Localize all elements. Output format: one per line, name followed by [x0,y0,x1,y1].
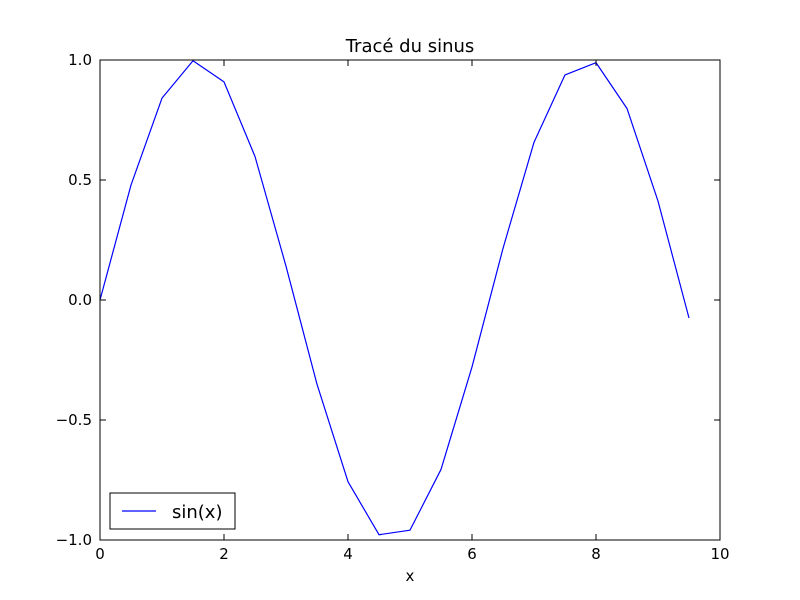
x-tick-label: 8 [591,545,601,563]
legend: sin(x) [109,492,236,530]
ticks-layer: 0 2 4 6 8 10 1.0 0.5 0.0 −0.5 −1.0 [56,51,730,563]
legend-label-sin: sin(x) [172,502,222,523]
y-tick-label: −0.5 [56,411,92,429]
y-tick-label: 0.5 [68,171,92,189]
plot-area [100,60,720,540]
x-tick-label: 10 [710,545,729,563]
x-tick-label: 2 [219,545,229,563]
x-tick-label: 4 [343,545,353,563]
y-tick-label: 0.0 [68,291,92,309]
y-tick-label: −1.0 [56,531,92,549]
series-line-0 [99,60,690,536]
x-tick-label: 0 [95,545,105,563]
chart-title: Tracé du sinus [345,36,475,57]
series-layer [99,60,690,536]
y-tick-label: 1.0 [68,51,92,69]
x-axis-label: x [406,567,415,585]
x-tick-label: 6 [467,545,477,563]
